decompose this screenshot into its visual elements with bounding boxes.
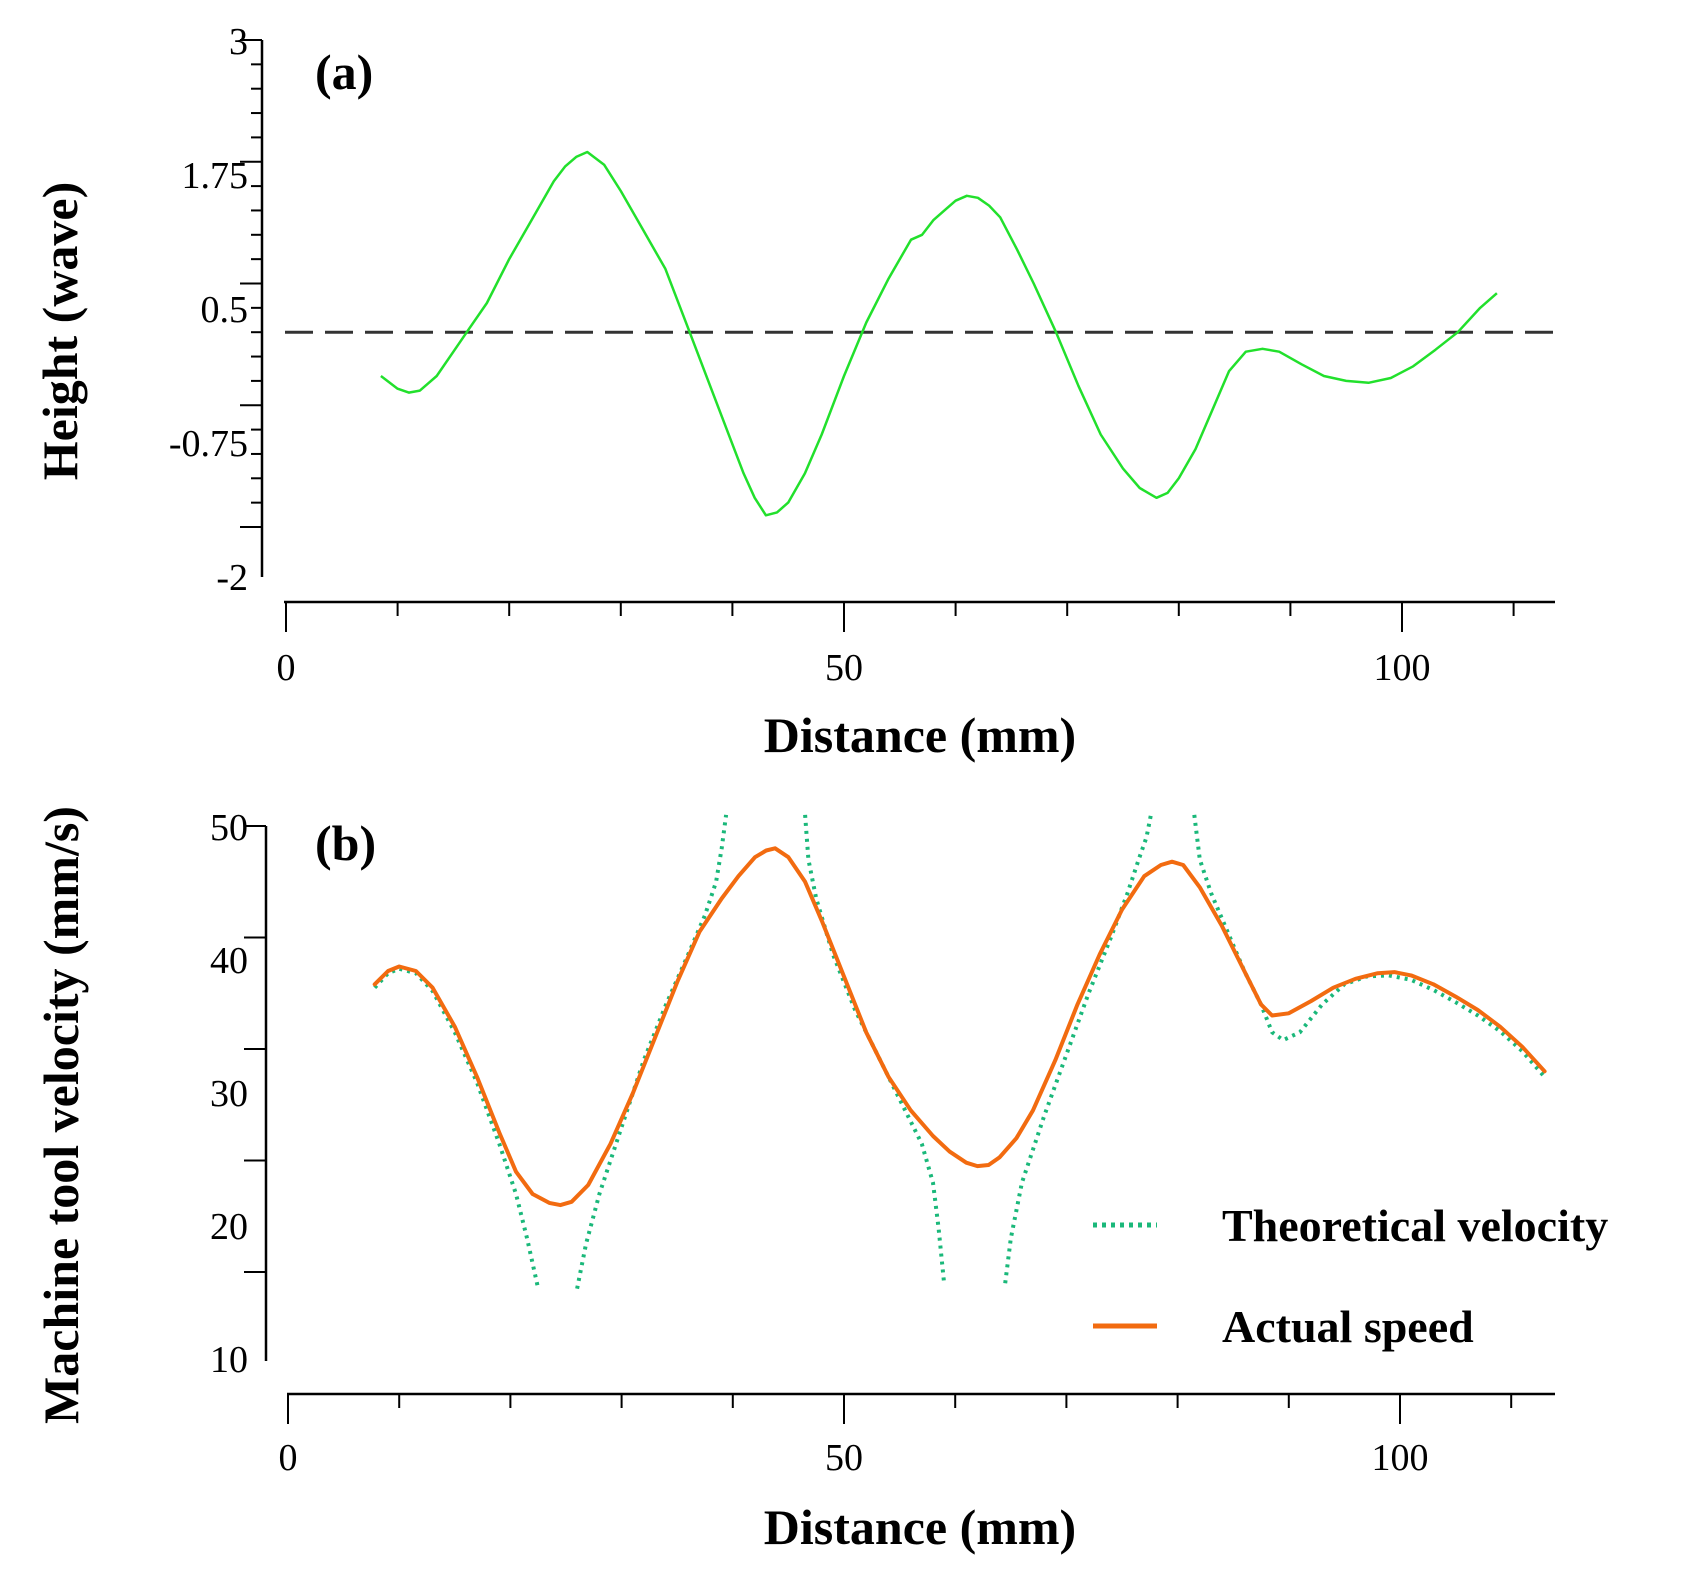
- panel-b: (b) 50 40 30 20 10 Machine tool velocity…: [33, 806, 1608, 1555]
- panel-a-y-tick-label: -0.75: [169, 423, 248, 465]
- panel-b-x-tick-labels: 0 50 100: [279, 1437, 1429, 1479]
- panel-a-label: (a): [315, 44, 373, 100]
- theoretical-velocity-segment: [1192, 814, 1547, 1079]
- panel-b-legend: Theoretical velocity Actual speed: [1093, 1200, 1608, 1352]
- panel-a-y-tick-label: -2: [216, 557, 248, 599]
- panel-b-x-tick-label: 0: [279, 1437, 298, 1479]
- panel-a-y-axis-title: Height (wave): [32, 182, 88, 481]
- panel-b-y-tick-label: 50: [210, 807, 248, 849]
- panel-a-x-ticks: [285, 602, 1515, 632]
- panel-b-x-axis-title: Distance (mm): [764, 1499, 1076, 1555]
- panel-b-y-ticks: [244, 825, 266, 1273]
- theoretical-velocity-segment: [373, 966, 541, 1290]
- panel-a-x-tick-labels: 0 50 100: [277, 647, 1431, 689]
- panel-b-x-ticks: [287, 1394, 1513, 1424]
- panel-b-theoretical-velocity-series: [373, 814, 1547, 1290]
- panel-b-y-axis-title: Machine tool velocity (mm/s): [33, 806, 89, 1424]
- panel-b-x-tick-label: 100: [1372, 1437, 1429, 1479]
- panel-a-y-tick-label: 0.5: [201, 289, 249, 331]
- legend-theoretical-velocity-label: Theoretical velocity: [1222, 1200, 1608, 1251]
- panel-b-y-tick-label: 30: [210, 1073, 248, 1115]
- theoretical-velocity-segment: [575, 814, 729, 1290]
- panel-b-actual-speed-line: [372, 846, 1547, 1208]
- panel-a-x-tick-label: 50: [825, 647, 863, 689]
- panel-a-height-line: [380, 150, 1498, 517]
- panel-a-y-tick-labels: 3 1.75 0.5 -0.75 -2: [169, 21, 248, 599]
- panel-b-label: (b): [315, 815, 376, 871]
- theoretical-velocity-segment: [1003, 814, 1153, 1284]
- panel-a: (a) 3 1.75 0.5 -0.75 -2 Height (wave) 0 …: [32, 21, 1555, 763]
- panel-a-x-axis-title: Distance (mm): [764, 707, 1076, 763]
- panel-b-y-tick-label: 10: [210, 1339, 248, 1381]
- panel-a-y-tick-label: 1.75: [182, 155, 249, 197]
- panel-b-y-tick-labels: 50 40 30 20 10: [210, 807, 248, 1381]
- panel-a-x-tick-label: 100: [1374, 647, 1431, 689]
- panel-a-y-tick-label: 3: [229, 21, 248, 63]
- legend-actual-speed-label: Actual speed: [1222, 1301, 1474, 1352]
- panel-b-y-tick-label: 20: [210, 1206, 248, 1248]
- panel-b-x-tick-label: 50: [825, 1437, 863, 1479]
- panel-a-y-ticks: [240, 39, 262, 528]
- panel-a-x-tick-label: 0: [277, 647, 296, 689]
- panel-b-y-tick-label: 40: [210, 940, 248, 982]
